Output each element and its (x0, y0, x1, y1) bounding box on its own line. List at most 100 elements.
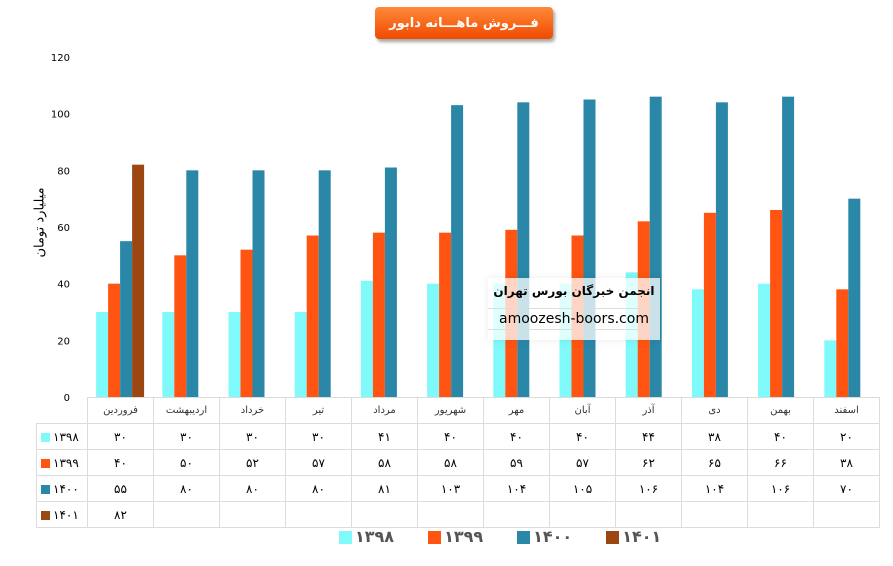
legend-swatch (41, 458, 50, 468)
data-label: ۵۸ (417, 449, 484, 476)
series-name: ۱۴۰۱ (53, 507, 79, 522)
table-row: ۱۳۹۸ ۳۰ ۳۰ ۳۰ ۳۰ ۴۱ ۴۰ ۴۰ ۴۰ ۴۴ ۳۸ ۴۰ ۲۰ (36, 423, 880, 450)
bar-3-0 (132, 164, 145, 397)
data-label: ۳۰ (219, 423, 286, 450)
bar-1-9 (703, 212, 716, 397)
legend-swatch (41, 484, 50, 494)
data-label: ۸۰ (153, 475, 220, 502)
y-tick-label: 20 (57, 336, 70, 347)
data-label: ۱۰۴ (681, 475, 748, 502)
legend-swatch (41, 432, 50, 442)
bar-2-3 (318, 170, 331, 397)
data-label: ۵۹ (483, 449, 550, 476)
data-label (351, 501, 418, 528)
category-label: تیر (285, 397, 352, 424)
data-label: ۶۲ (615, 449, 682, 476)
data-label: ۵۰ (153, 449, 220, 476)
bar-0-2 (228, 312, 241, 397)
bar-2-2 (252, 170, 265, 397)
data-label: ۳۸ (681, 423, 748, 450)
legend-item: ۱۳۹۹ (424, 527, 483, 546)
series-name: ۱۳۹۸ (53, 429, 79, 444)
bar-1-2 (240, 249, 253, 397)
category-label: شهریور (417, 397, 484, 424)
bar-0-1 (162, 312, 175, 397)
data-label: ۴۰ (549, 423, 616, 450)
data-label: ۴۴ (615, 423, 682, 450)
data-label: ۶۵ (681, 449, 748, 476)
bar-1-10 (770, 210, 783, 397)
data-label: ۵۷ (549, 449, 616, 476)
data-label (549, 501, 616, 528)
data-label (813, 501, 880, 528)
data-label: ۵۲ (219, 449, 286, 476)
data-label: ۳۰ (153, 423, 220, 450)
data-label: ۸۱ (351, 475, 418, 502)
data-label (153, 501, 220, 528)
legend-swatch (428, 531, 442, 544)
bar-0-10 (758, 283, 771, 397)
category-label: فروردین (87, 397, 154, 424)
bar-2-9 (715, 102, 728, 397)
y-tick-label: 80 (57, 166, 70, 177)
bar-2-11 (848, 198, 861, 397)
data-label (681, 501, 748, 528)
legend-swatch (606, 531, 620, 544)
series-name: ۱۴۰۰ (53, 481, 79, 496)
data-label: ۱۰۶ (615, 475, 682, 502)
data-label: ۲۰ (813, 423, 880, 450)
data-label (615, 501, 682, 528)
legend-item: ۱۴۰۱ (602, 527, 661, 546)
series-label: ۱۴۰۰ (36, 475, 88, 502)
category-label: اردیبهشت (153, 397, 220, 424)
bar-2-0 (120, 241, 133, 397)
chart-title: فـــروش ماهـــانه دابور (375, 7, 553, 39)
data-label: ۸۰ (219, 475, 286, 502)
data-label (219, 501, 286, 528)
bar-1-1 (174, 255, 187, 397)
y-tick-label: 100 (51, 110, 70, 121)
series-name: ۱۳۹۹ (53, 455, 79, 470)
data-label: ۳۰ (285, 423, 352, 450)
legend-label: ۱۴۰۰ (533, 527, 573, 546)
data-label: ۶۶ (747, 449, 814, 476)
data-label: ۵۵ (87, 475, 154, 502)
category-label: دی (681, 397, 748, 424)
data-label: ۴۱ (351, 423, 418, 450)
watermark: انجمن خبرگان بورس تهران amoozesh-boors.c… (488, 278, 660, 340)
series-label: ۱۳۹۸ (36, 423, 88, 450)
data-table: فروردین اردیبهشت خرداد تیر مرداد شهریور مهر آبا… (36, 397, 880, 528)
bar-1-5 (439, 232, 452, 397)
y-axis-label: میلیارد تومان (32, 187, 48, 258)
bar-2-10 (782, 96, 795, 398)
bar-1-4 (372, 232, 385, 397)
data-label: ۵۷ (285, 449, 352, 476)
bar-2-8 (649, 96, 662, 398)
bar-0-3 (294, 312, 307, 397)
table-row: ۱۴۰۱ ۸۲ (36, 501, 880, 528)
data-label: ۱۰۶ (747, 475, 814, 502)
watermark-url: amoozesh-boors.com (488, 308, 660, 330)
legend-swatch (339, 531, 352, 544)
watermark-text: انجمن خبرگان بورس تهران (493, 284, 655, 298)
category-label: مرداد (351, 397, 418, 424)
legend-swatch (41, 510, 50, 520)
bar-2-1 (186, 170, 199, 397)
legend-swatch (517, 531, 531, 544)
legend: ۱۳۹۸ ۱۳۹۹ ۱۴۰۰ ۱۴۰۱ (335, 527, 661, 546)
legend-label: ۱۳۹۸ (355, 527, 395, 546)
legend-item: ۱۴۰۰ (513, 527, 572, 546)
y-tick-label: 60 (57, 223, 70, 234)
data-label: ۱۰۵ (549, 475, 616, 502)
y-tick-label: 120 (51, 53, 70, 64)
data-label: ۴۰ (747, 423, 814, 450)
data-label: ۴۰ (483, 423, 550, 450)
data-label: ۱۰۳ (417, 475, 484, 502)
data-label (747, 501, 814, 528)
y-tick-label: 40 (57, 280, 70, 291)
data-label: ۳۰ (87, 423, 154, 450)
data-label: ۸۰ (285, 475, 352, 502)
legend-item: ۱۳۹۸ (335, 527, 394, 546)
category-label: اسفند (813, 397, 880, 424)
